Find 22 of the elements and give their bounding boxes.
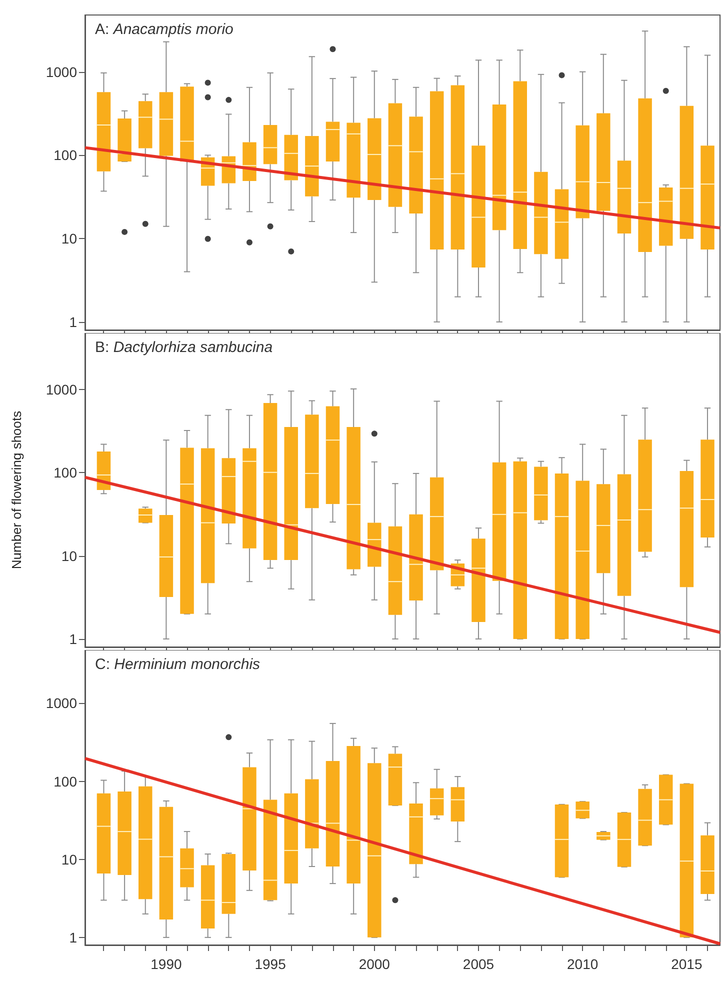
y-tick-label: 100 [54,464,78,481]
x-tick-label: 1990 [150,956,182,972]
x-tick-label: 1995 [254,956,286,972]
y-tick-label: 1000 [46,64,78,80]
y-tick-label: 1 [69,929,78,946]
y-tick-label: 1000 [46,695,78,712]
x-tick-label: 2005 [462,956,494,972]
x-tick-label: 2015 [671,956,702,972]
chart-title: C: Herminium monorchis [95,656,261,673]
y-tick-label: 100 [54,773,78,790]
y-tick-label: 100 [54,147,78,164]
chart-title: A: Anacamptis morio [95,21,234,38]
y-tick-label: 1 [69,314,78,330]
y-tick-label: 10 [61,230,78,247]
chart-title: B: Dactylorhiza sambucina [95,339,273,356]
x-tick-label: 2000 [358,956,390,972]
x-tick-label: 2010 [567,956,598,972]
y-tick-label: 10 [61,548,78,564]
y-axis-title: Number of flowering shoots [9,410,24,570]
y-tick-label: 1 [69,630,78,647]
y-tick-label: 10 [61,851,78,868]
y-tick-label: 1000 [46,382,78,398]
